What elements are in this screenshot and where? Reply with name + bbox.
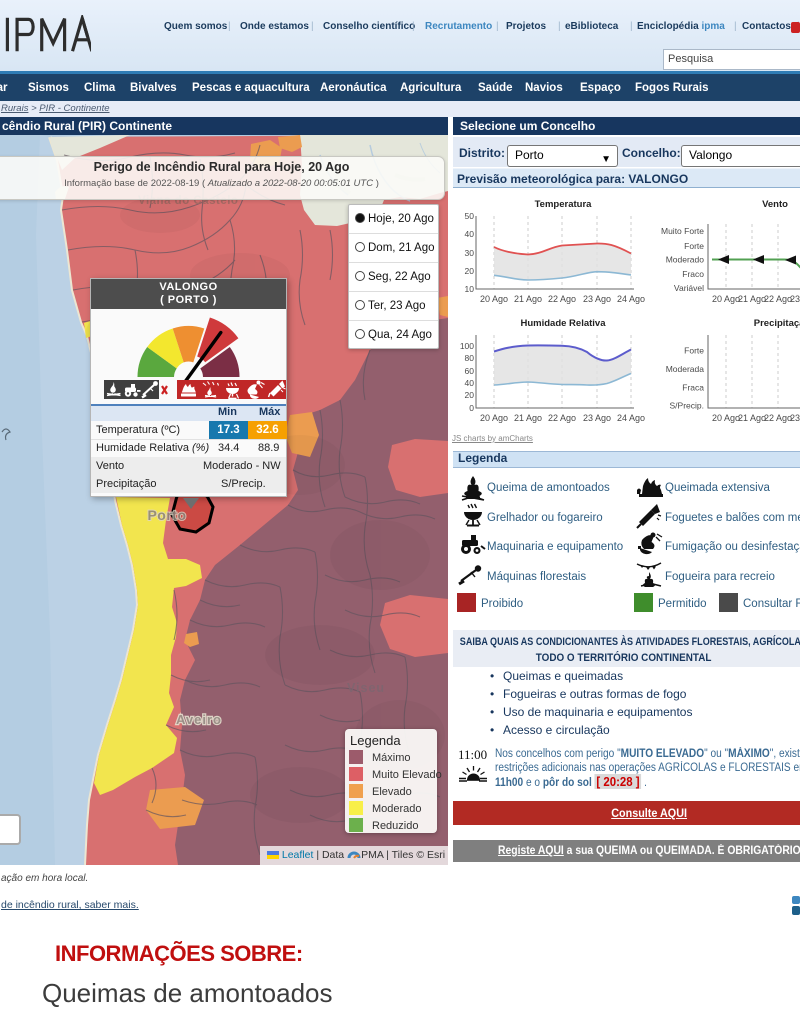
svg-text:Aveiro: Aveiro [176,712,222,727]
svg-text:21 Ago: 21 Ago [514,413,542,423]
svg-text:Moderado: Moderado [666,255,705,265]
svg-text:Fumigação ou desinfestação de: Fumigação ou desinfestação de apiários [665,541,800,553]
svg-text:20 Ago: 20 Ago [712,413,740,423]
svg-text:80: 80 [465,353,475,363]
svg-text:24 Ago: 24 Ago [617,294,645,304]
svg-text:Queimada extensiva: Queimada extensiva [665,482,770,494]
svg-text:Viseu: Viseu [347,681,385,695]
svg-text:30: 30 [465,248,475,258]
svg-text:23 Ago: 23 Ago [790,294,800,304]
svg-text:Proibido: Proibido [481,598,523,610]
svg-text:Fraca: Fraca [682,383,704,393]
svg-text:10: 10 [465,284,475,294]
svg-text:20 Ago: 20 Ago [480,294,508,304]
svg-text:50: 50 [465,211,475,221]
svg-text:24 Ago: 24 Ago [617,413,645,423]
svg-text:Forte: Forte [684,346,704,356]
svg-text:100: 100 [460,341,474,351]
svg-text:Queima de amontoados: Queima de amontoados [487,482,610,494]
svg-text:Precipitação: Precipitação [754,318,800,329]
svg-text:40: 40 [465,229,475,239]
svg-text:20: 20 [465,266,475,276]
svg-text:22 Ago: 22 Ago [764,413,792,423]
svg-text:Temperatura: Temperatura [535,199,593,210]
svg-text:23 Ago: 23 Ago [583,294,611,304]
svg-text:Grelhador ou fogareiro: Grelhador ou fogareiro [487,512,603,524]
svg-text:21 Ago: 21 Ago [738,294,766,304]
svg-text:Muito Forte: Muito Forte [661,226,704,236]
svg-text:20 Ago: 20 Ago [712,294,740,304]
svg-text:Porto: Porto [147,507,186,523]
svg-text:Máquinas florestais: Máquinas florestais [487,571,586,583]
svg-text:Consultar Restrições: Consultar Restrições [743,598,800,610]
svg-text:20: 20 [465,390,475,400]
svg-text:60: 60 [465,366,475,376]
svg-text:Vento: Vento [762,199,788,210]
svg-text:Foguetes e balões com mecha ac: Foguetes e balões com mecha acesa [665,512,800,524]
svg-text:40: 40 [465,378,475,388]
svg-text:Humidade Relativa: Humidade Relativa [521,318,607,329]
svg-text:22 Ago: 22 Ago [548,413,576,423]
svg-text:22 Ago: 22 Ago [764,294,792,304]
svg-text:S/Precip.: S/Precip. [670,401,705,411]
svg-text:21 Ago: 21 Ago [738,413,766,423]
svg-text:Fogueira para recreio: Fogueira para recreio [665,571,775,583]
svg-text:Variável: Variável [674,283,704,293]
svg-text:23 Ago: 23 Ago [583,413,611,423]
svg-text:22 Ago: 22 Ago [548,294,576,304]
svg-text:Permitido: Permitido [658,598,707,610]
svg-text:Maquinaria e equipamento: Maquinaria e equipamento [487,541,623,553]
svg-text:Forte: Forte [684,241,704,251]
svg-text:0: 0 [469,403,474,413]
svg-text:Moderada: Moderada [666,364,705,374]
svg-text:Fraco: Fraco [682,269,704,279]
svg-text:21 Ago: 21 Ago [514,294,542,304]
svg-text:23 Ago: 23 Ago [790,413,800,423]
svg-text:20 Ago: 20 Ago [480,413,508,423]
